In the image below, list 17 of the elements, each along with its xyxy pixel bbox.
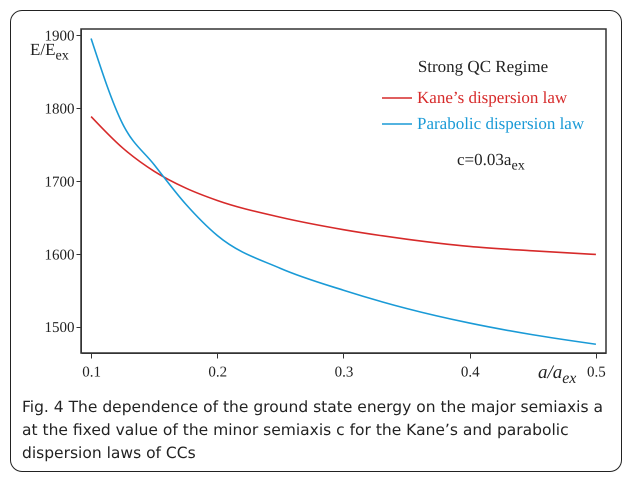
x-tick-label: 0.2 (208, 364, 228, 380)
x-tick-label: 0.1 (82, 364, 101, 380)
y-tick-label: 1500 (44, 320, 74, 336)
legend-label: Parabolic dispersion law (417, 114, 585, 133)
legend-label: Kane’s dispersion law (417, 88, 568, 107)
legend-title: Strong QC Regime (418, 57, 548, 76)
annotation: c=0.03a$_{ex}$ (457, 150, 525, 174)
caption: Fig. 4 The dependence of the ground state energy on the major semiaxis a at the fixed value of the minor semiaxis c for the Kane’s and parabolic dispersion laws of CCs (22, 397, 604, 464)
line-series (90, 38, 597, 346)
x-tick-label: 0.3 (334, 364, 354, 380)
line-series (90, 116, 597, 256)
x-tick-label: 0.5 (587, 364, 606, 380)
x-tick-label: 0.4 (460, 364, 480, 380)
y-tick-label: 1700 (44, 174, 74, 190)
y-tick-label: 1600 (44, 247, 74, 264)
x-axis-title: a/a$_{ex}$ (538, 362, 576, 388)
y-tick-label: 1800 (44, 101, 74, 118)
